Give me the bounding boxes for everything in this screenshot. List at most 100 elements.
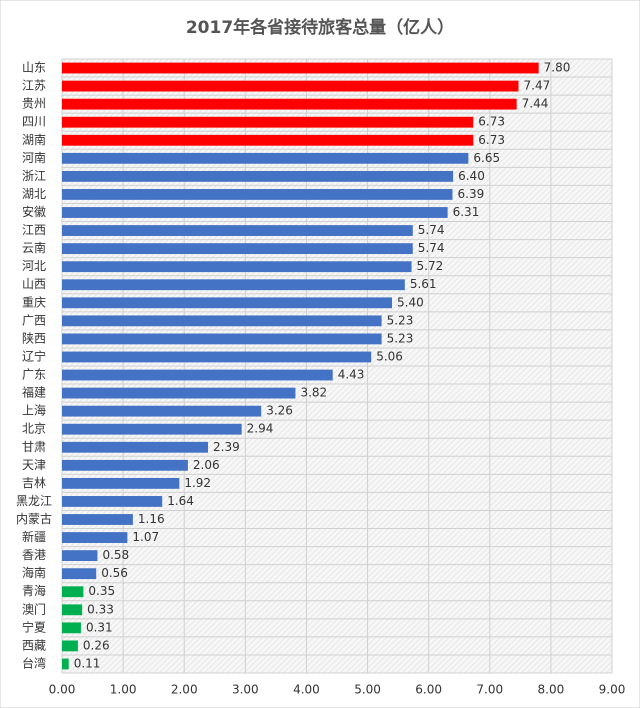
x-tick-label: 8.00 bbox=[538, 683, 565, 697]
x-tick-label: 3.00 bbox=[232, 683, 259, 697]
bar bbox=[62, 261, 412, 273]
value-label: 1.64 bbox=[167, 494, 194, 508]
value-label: 0.26 bbox=[83, 638, 110, 652]
bar bbox=[62, 568, 97, 580]
y-tick-label: 青海 bbox=[22, 583, 46, 598]
value-label: 0.31 bbox=[86, 620, 113, 634]
x-tick-label: 7.00 bbox=[476, 683, 503, 697]
bar bbox=[62, 189, 453, 200]
bar bbox=[62, 496, 163, 507]
y-tick-label: 辽宁 bbox=[22, 348, 46, 363]
value-label: 5.74 bbox=[418, 241, 445, 255]
value-label: 2.39 bbox=[213, 440, 240, 454]
y-tick-label: 江苏 bbox=[22, 79, 46, 93]
value-label: 1.16 bbox=[138, 512, 165, 526]
value-label: 5.40 bbox=[397, 295, 424, 309]
y-tick-label: 新疆 bbox=[22, 529, 46, 544]
y-tick-label: 北京 bbox=[22, 422, 46, 436]
bar bbox=[62, 207, 448, 218]
value-label: 6.73 bbox=[478, 133, 505, 147]
chart-title: 2017年各省接待旅客总量（亿人） bbox=[186, 17, 454, 38]
bar bbox=[62, 658, 69, 670]
value-label: 3.26 bbox=[266, 404, 293, 418]
value-label: 6.39 bbox=[458, 187, 485, 201]
y-tick-label: 四川 bbox=[22, 115, 46, 129]
y-tick-label: 湖南 bbox=[22, 132, 46, 147]
y-tick-label: 广西 bbox=[22, 313, 46, 327]
value-label: 7.44 bbox=[522, 97, 549, 111]
y-tick-label: 河北 bbox=[22, 259, 46, 273]
value-label: 2.94 bbox=[247, 422, 274, 436]
value-label: 6.65 bbox=[473, 151, 500, 165]
value-label: 6.73 bbox=[478, 115, 505, 129]
y-tick-label: 贵州 bbox=[22, 97, 46, 111]
y-tick-label: 天津 bbox=[22, 458, 46, 472]
bar bbox=[62, 405, 262, 417]
value-label: 7.80 bbox=[544, 61, 571, 75]
y-tick-label: 河南 bbox=[22, 150, 46, 165]
value-label: 0.56 bbox=[101, 566, 128, 580]
value-label: 6.31 bbox=[453, 205, 480, 219]
bar bbox=[62, 622, 81, 634]
y-tick-label: 山西 bbox=[22, 277, 46, 291]
value-label: 1.92 bbox=[184, 476, 211, 490]
bar bbox=[62, 514, 133, 525]
value-label: 6.40 bbox=[458, 169, 485, 183]
bar bbox=[62, 550, 98, 562]
y-tick-label: 黑龙江 bbox=[16, 494, 52, 508]
bar bbox=[62, 62, 539, 74]
bar bbox=[62, 604, 83, 616]
x-tick-label: 4.00 bbox=[293, 683, 320, 697]
y-tick-label: 上海 bbox=[22, 403, 46, 418]
bar bbox=[62, 532, 128, 543]
x-tick-label: 1.00 bbox=[110, 683, 137, 697]
value-label: 5.72 bbox=[417, 259, 444, 273]
bar bbox=[62, 586, 84, 598]
value-label: 5.23 bbox=[387, 331, 414, 345]
y-tick-label: 内蒙古 bbox=[16, 511, 52, 526]
y-tick-label: 香港 bbox=[22, 548, 46, 562]
value-label: 5.23 bbox=[387, 313, 414, 327]
x-tick-label: 5.00 bbox=[354, 683, 381, 697]
y-tick-label: 重庆 bbox=[22, 295, 46, 309]
y-tick-label: 安徽 bbox=[22, 204, 46, 219]
y-tick-label: 海南 bbox=[22, 565, 46, 580]
bar bbox=[62, 279, 405, 291]
x-tick-label: 6.00 bbox=[415, 683, 442, 697]
bar bbox=[62, 640, 78, 652]
bar bbox=[62, 170, 454, 182]
value-label: 5.74 bbox=[418, 223, 445, 237]
bar bbox=[62, 369, 333, 381]
x-tick-label: 0.00 bbox=[49, 683, 76, 697]
y-tick-label: 宁夏 bbox=[22, 619, 46, 634]
bar bbox=[62, 98, 517, 110]
value-label: 5.61 bbox=[410, 277, 437, 291]
value-label: 5.06 bbox=[376, 349, 403, 363]
bar bbox=[62, 80, 519, 92]
x-tick-label: 9.00 bbox=[599, 683, 626, 697]
value-label: 0.11 bbox=[74, 656, 101, 670]
y-tick-label: 甘肃 bbox=[22, 440, 46, 454]
value-label: 0.58 bbox=[102, 548, 129, 562]
y-tick-label: 福建 bbox=[22, 385, 46, 400]
bar bbox=[62, 225, 413, 236]
y-tick-label: 云南 bbox=[22, 240, 46, 255]
bar bbox=[62, 315, 382, 327]
y-tick-label: 澳门 bbox=[22, 601, 46, 616]
bar bbox=[62, 459, 188, 471]
y-tick-label: 台湾 bbox=[22, 655, 46, 670]
bar bbox=[62, 297, 392, 309]
bar bbox=[62, 152, 469, 164]
bar bbox=[62, 477, 180, 489]
value-label: 3.82 bbox=[300, 386, 327, 400]
bar bbox=[62, 441, 209, 453]
value-label: 7.47 bbox=[524, 79, 551, 93]
y-tick-label: 西藏 bbox=[22, 638, 46, 652]
bar bbox=[62, 243, 413, 255]
y-tick-label: 湖北 bbox=[22, 186, 46, 201]
x-tick-label: 2.00 bbox=[171, 683, 198, 697]
value-label: 1.07 bbox=[132, 530, 159, 544]
y-tick-label: 江西 bbox=[22, 223, 46, 237]
